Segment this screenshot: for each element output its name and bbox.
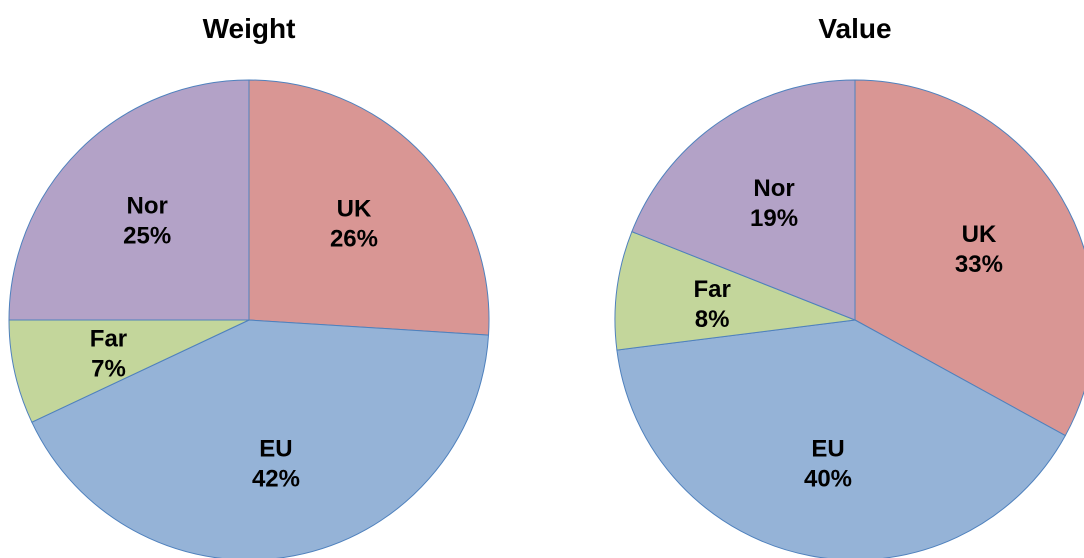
pie-slice (31, 319, 490, 558)
pie-slice (8, 319, 250, 423)
slice-label: EU 42% (252, 436, 300, 493)
slice-label: Far 8% (693, 276, 730, 333)
slice-category: Far (693, 276, 730, 303)
slice-category: Nor (753, 175, 794, 202)
slice-category: Far (90, 326, 127, 353)
slice-category: UK (962, 221, 997, 248)
slice-label: UK 26% (330, 196, 378, 253)
slice-label: Far 7% (90, 326, 127, 383)
slice-label: Nor 25% (123, 192, 171, 249)
pie-slice (631, 79, 856, 321)
slice-label: UK 33% (955, 221, 1003, 278)
chart-title: Value (818, 13, 891, 44)
slice-value: 33% (955, 251, 1003, 278)
pie-slice (854, 79, 1084, 437)
slice-value: 19% (750, 205, 798, 232)
slice-value: 40% (804, 466, 852, 493)
pie-slice (8, 79, 250, 321)
slice-label: Nor 19% (750, 175, 798, 232)
pie-slice (248, 79, 490, 336)
slice-label: EU 40% (804, 436, 852, 493)
slice-category: EU (811, 436, 844, 463)
slice-value: 8% (695, 306, 730, 333)
slice-category: EU (259, 436, 292, 463)
slice-value: 42% (252, 466, 300, 493)
slice-category: Nor (127, 192, 168, 219)
slice-category: UK (337, 196, 372, 223)
chart-title: Weight (203, 13, 296, 44)
slice-value: 7% (91, 356, 126, 383)
pie-slice (614, 231, 856, 351)
slice-value: 25% (123, 222, 171, 249)
pie-slice (616, 319, 1066, 558)
slice-value: 26% (330, 226, 378, 253)
